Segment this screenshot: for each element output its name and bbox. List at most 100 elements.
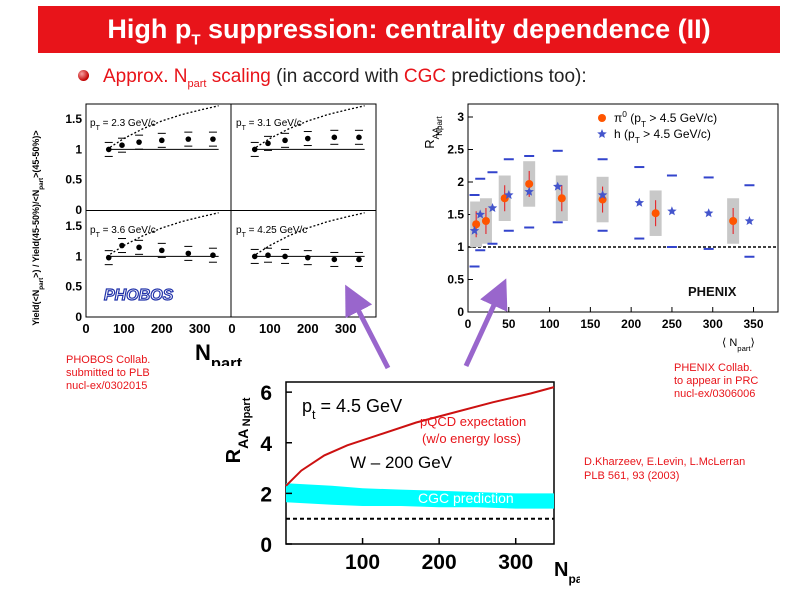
phenix-legend-h-marker [597,129,607,138]
phenix-y-tick: 3 [457,110,464,124]
phenix-xlabel-part: ⟩ [751,337,755,349]
kharzeev-pqcd-label: pQCD expectation [420,414,526,429]
phenix-x-tick: 250 [662,317,682,331]
phenix-logo: PHENIX [688,284,737,299]
phenix-pi0-point [729,217,738,225]
phenix-ylabel-part: R [422,139,437,148]
kharzeev-xlabel-part: N [554,559,568,581]
bullet-part-b: scaling [206,66,271,87]
phobos-curve [252,105,365,150]
phobos-ylabel-part: >(45-50%)> [31,130,41,178]
phenix-y-tick: 0.5 [447,273,464,287]
phenix-caption-line: nucl-ex/0306006 [674,388,756,400]
kharzeev-x-tick: 100 [345,551,380,574]
phobos-curve [252,212,365,257]
phobos-data-point [356,134,362,141]
phenix-caption-line: to appear in PRC [674,375,759,387]
phenix-legend-pi0-label-part: T [641,119,646,129]
phobos-panel: pT = 3.1 GeV/c [236,105,365,157]
phenix-x-tick: 200 [621,317,641,331]
bullet-part-a-sub: part [187,77,207,90]
phobos-panel: pT = 4.25 GeV/c 0 100 200 300 [228,212,365,336]
phobos-data-point [136,139,142,145]
phenix-legend-h-label-part: T [635,135,640,145]
phobos-panel-label-part: = 2.3 GeV/c [100,118,156,129]
phobos-x-tick: 100 [113,321,135,336]
phenix-hadron-point [667,206,677,216]
phenix-legend-h-label-part: h [614,127,621,141]
phobos-caption-line: submitted to PLB [66,367,150,379]
phobos-x-tick: 0 [82,321,89,336]
phobos-y-tick: 1 [75,249,82,263]
phenix-legend: π0 (pT > 4.5 GeV/c)h (pT > 4.5 GeV/c) [597,109,717,145]
phobos-panel-label-part: p [236,225,242,236]
kharzeev-y-tick: 6 [260,382,272,405]
kharzeev-chart: CGC prediction pQCD expectation (w/o energ… [223,381,580,586]
kharzeev-w-annotation: W – 200 GeV [350,453,453,472]
phobos-panel-label-part: = 3.1 GeV/c [246,118,302,129]
phenix-ylabel-part: AA [431,126,441,139]
phenix-legend-pi0-label-part: 0 [622,109,627,119]
phenix-pi0-point [525,179,534,188]
kharzeev-pt-annotation-part: = 4.5 GeV [316,396,403,416]
phobos-data-point [119,242,125,249]
kharzeev-y-tick: 0 [260,534,272,557]
kharzeev-pt-annotation-part: p [302,396,312,416]
bullet-part-e: predictions too): [446,66,587,87]
phenix-legend-pi0-label: π0 (pT > 4.5 GeV/c) [614,109,717,129]
phenix-hadron-point [744,216,755,225]
kharzeev-cgc-label: CGC prediction [418,490,514,506]
phobos-ylabel-part: part [38,277,45,290]
phenix-ylabel: RAA [422,126,441,148]
phobos-caption-line: PHOBOS Collab. [66,354,151,366]
phenix-hadron-point [524,186,534,196]
phenix-legend-pi0-label-part: > 4.5 GeV/c) [646,111,717,125]
phobos-panel-label-part: T [242,232,247,239]
phobos-panel: pT = 2.3 GeV/c 0 0.5 1 1.5 [65,105,219,217]
phenix-caption: PHENIX Collab. to appear in PRC nucl-ex/… [674,362,758,401]
phobos-data-point [356,256,362,263]
phobos-data-point [304,254,311,261]
phenix-pi0-point [481,217,490,225]
phobos-data-point [331,256,338,263]
phenix-pi0-point [557,194,566,203]
bullet-part-d: CGC [403,66,447,87]
phobos-data-point [105,254,112,261]
phobos-data-point [251,146,258,153]
kharzeev-xlabel: Npart [554,559,580,586]
phobos-xlabel: Npart [195,340,243,366]
phobos-panel-label-part: p [90,118,96,129]
phobos-ylabel-part: Yield(<N [31,290,41,326]
phobos-data-point [282,137,288,144]
kharzeev-cgc-band [286,483,554,509]
phenix-x-tick: 0 [465,317,472,331]
bullet-part-a: Approx. N [103,66,188,87]
phobos-data-point [210,136,216,142]
phobos-data-point [158,137,165,144]
phobos-data-point [105,146,112,153]
phobos-y-tick: 0 [75,310,82,324]
phobos-x-tick: 100 [259,321,281,336]
phobos-caption: PHOBOS Collab. submitted to PLB nucl-ex/… [66,354,150,393]
phenix-hadron-point [553,181,563,191]
phobos-panel-label-part: T [96,125,101,132]
phenix-legend-h-label-part: > 4.5 GeV/c) [640,127,711,141]
kharzeev-pt-annotation-part: t [312,408,316,422]
phobos-panel-label-part: T [242,125,247,132]
phenix-x-tick: 50 [502,317,516,331]
phobos-x-tick: 300 [189,321,211,336]
kharzeev-caption-line: PLB 561, 93 (2003) [584,470,680,482]
phenix-y-tick: 1 [457,240,464,254]
phobos-data-point [265,252,271,259]
phenix-hadron-point [475,209,485,219]
phobos-ylabel: Yield(<Npart>) / Yield(45-50%)/<Npart>(4… [31,130,45,325]
kharzeev-caption-line: D.Kharzeev, E.Levin, L.McLerran [584,456,746,468]
phenix-x-tick: 150 [580,317,600,331]
phobos-data-point [158,247,165,254]
phenix-legend-pi0-label-part: (p [627,111,641,125]
bullet-icon [78,70,89,81]
title-sub: T [191,31,201,49]
phenix-hadron-point [597,190,608,199]
phobos-panel-label-part: p [236,118,242,129]
